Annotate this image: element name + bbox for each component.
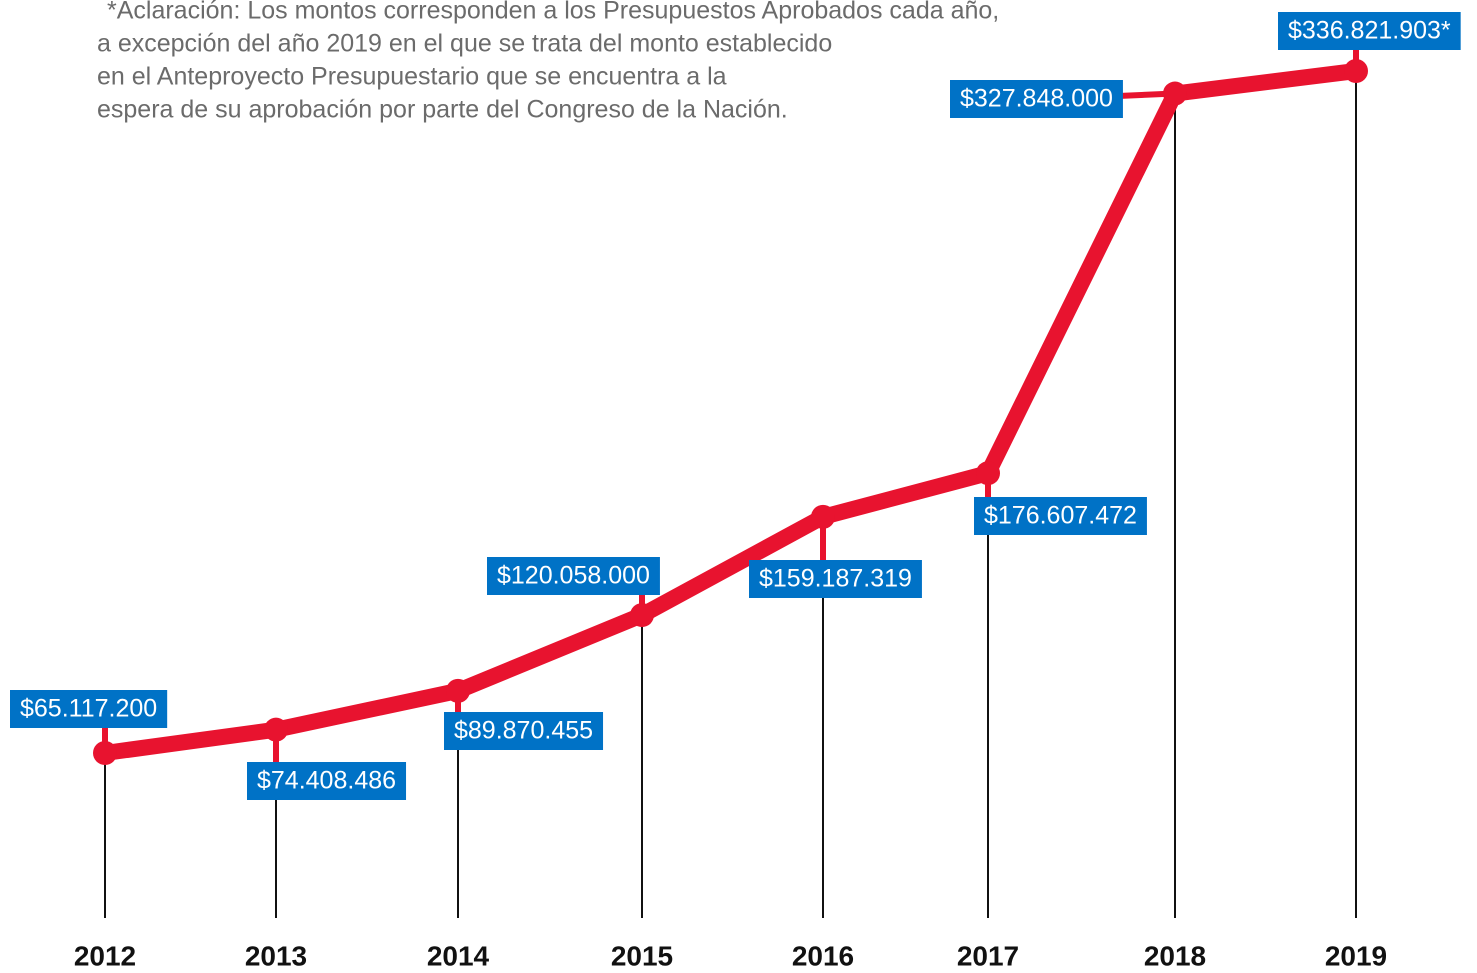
point <box>93 741 117 765</box>
point <box>264 717 288 742</box>
x-tick-label: 2018 <box>1144 940 1206 971</box>
x-tick-label: 2019 <box>1325 940 1387 971</box>
label-stems <box>102 31 1359 781</box>
value-label-box <box>487 557 660 595</box>
point <box>1163 81 1187 106</box>
value-label: $74.408.486 <box>257 767 396 795</box>
x-tick-label: 2013 <box>245 940 307 971</box>
x-axis: 2012 2013 2014 2015 2016 2017 2018 2019 <box>74 940 1387 971</box>
value-label-box <box>1278 12 1461 50</box>
value-label: $336.821.903* <box>1288 17 1451 45</box>
x-tick-label: 2012 <box>74 940 136 971</box>
value-label: $327.848.000 <box>960 85 1113 113</box>
value-label-box <box>950 80 1123 118</box>
note-line: *Aclaración: Los montos corresponden a l… <box>107 0 999 25</box>
x-tick-label: 2016 <box>792 940 854 971</box>
value-label: $176.607.472 <box>984 502 1137 530</box>
value-labels: $65.117.200 $74.408.486 $89.870.455 $120.05… <box>10 12 1461 800</box>
value-label-box <box>247 762 407 800</box>
point <box>811 504 835 529</box>
point <box>446 678 470 703</box>
value-label: $159.187.319 <box>759 565 912 593</box>
x-tick-label: 2014 <box>427 940 490 971</box>
note-line: a excepción del año 2019 en el que se tr… <box>97 30 832 58</box>
value-label: $65.117.200 <box>20 695 157 723</box>
value-label-box <box>749 560 922 598</box>
note-line: en el Anteproyecto Presupuestario que se… <box>97 63 727 91</box>
point <box>1344 59 1368 83</box>
x-tick-label: 2017 <box>957 940 1019 971</box>
x-tick-label: 2015 <box>611 940 673 971</box>
point <box>976 461 1000 486</box>
value-label-box <box>444 712 604 750</box>
series <box>93 59 1368 765</box>
note-line: espera de su aprobación por parte del Co… <box>97 96 788 124</box>
line <box>103 63 1357 761</box>
point <box>630 603 654 628</box>
note: *Aclaración: Los montos corresponden a l… <box>97 0 999 124</box>
value-label-box <box>10 690 168 728</box>
value-label-box <box>974 497 1147 535</box>
value-label: $120.058.000 <box>497 562 650 590</box>
value-label: $89.870.455 <box>454 717 593 745</box>
